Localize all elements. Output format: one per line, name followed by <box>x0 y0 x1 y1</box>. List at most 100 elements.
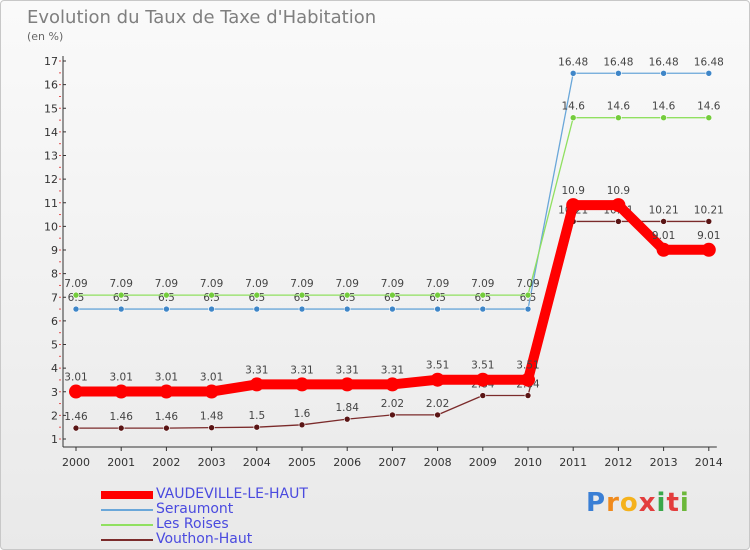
data-point <box>434 305 441 313</box>
data-label: 10.21 <box>694 204 724 216</box>
data-label: 14.6 <box>562 101 586 113</box>
data-point <box>249 377 264 392</box>
data-label: 16.48 <box>694 56 724 68</box>
legend-swatch <box>101 509 153 511</box>
series-vaudeville-le-haut: 3.01 3.01 3.01 3.01 3.31 3.31 3.31 3.31 3.51 3.51… <box>64 185 720 399</box>
x-tick-label: 2002 <box>152 456 180 469</box>
data-point <box>343 291 351 299</box>
data-label: 16.48 <box>558 56 588 68</box>
data-point <box>298 421 306 429</box>
data-point <box>389 305 396 313</box>
data-point <box>72 424 80 432</box>
data-point <box>163 424 170 432</box>
x-tick-label: 2006 <box>333 456 361 469</box>
data-point <box>253 291 261 299</box>
data-label: 3.31 <box>381 364 404 376</box>
unit-label: (en %) <box>27 30 64 43</box>
data-point <box>615 218 622 225</box>
y-tick-label: 16 <box>44 79 58 92</box>
legend-swatch <box>101 539 153 541</box>
data-point <box>705 218 713 225</box>
data-point <box>656 242 671 257</box>
logo-letter: P <box>586 488 607 518</box>
x-tick-label: 2010 <box>514 456 542 469</box>
data-label: 1.48 <box>200 411 223 423</box>
legend-label: Les Roises <box>156 516 229 532</box>
data-point <box>615 69 622 77</box>
data-label: 3.31 <box>336 364 359 376</box>
x-tick-label: 2008 <box>424 456 452 469</box>
x-tick-label: 2013 <box>650 456 678 469</box>
x-tick-label: 2012 <box>604 456 632 469</box>
legend-swatch <box>101 524 153 526</box>
data-point <box>253 305 261 313</box>
data-label: 7.09 <box>516 278 539 290</box>
data-label: 1.46 <box>64 411 88 423</box>
data-point <box>524 392 532 399</box>
data-point <box>340 377 355 392</box>
data-point <box>705 69 713 77</box>
y-tick-label: 9 <box>51 244 58 257</box>
data-label: 3.01 <box>110 372 133 384</box>
x-tick-label: 2011 <box>559 456 587 469</box>
data-label: 1.5 <box>248 410 265 422</box>
y-tick-label: 4 <box>51 362 58 375</box>
logo-letter: o <box>619 488 639 518</box>
data-label: 10.9 <box>562 185 585 197</box>
x-tick-label: 2003 <box>198 456 226 469</box>
legend-label: VAUDEVILLE-LE-HAUT <box>156 486 308 502</box>
y-tick-label: 5 <box>51 339 58 352</box>
data-point <box>117 424 125 432</box>
data-point <box>524 305 532 313</box>
data-label: 7.09 <box>245 278 268 290</box>
data-label: 14.6 <box>697 101 721 113</box>
data-label: 14.6 <box>607 101 631 113</box>
logo-letter: t <box>666 488 680 518</box>
data-label: 3.31 <box>290 364 313 376</box>
data-label: 2.02 <box>381 398 404 410</box>
data-label: 7.09 <box>200 278 223 290</box>
data-label: 3.51 <box>426 360 449 372</box>
data-label: 1.46 <box>110 411 134 423</box>
data-point <box>163 291 170 299</box>
data-point <box>434 411 441 419</box>
data-point <box>430 372 445 387</box>
data-point <box>204 384 219 399</box>
x-tick-label: 2004 <box>243 456 271 469</box>
data-label: 2.02 <box>426 398 449 410</box>
data-point <box>343 305 351 313</box>
data-label: 10.9 <box>607 185 630 197</box>
data-point <box>72 305 80 313</box>
data-point <box>660 114 667 121</box>
data-point <box>660 69 667 77</box>
data-label: 1.84 <box>336 402 360 414</box>
x-tick-label: 2007 <box>378 456 406 469</box>
x-tick-label: 2005 <box>288 456 316 469</box>
data-label: 3.01 <box>155 372 178 384</box>
y-tick-label: 1 <box>51 433 58 446</box>
data-point <box>479 305 487 313</box>
data-point <box>253 423 261 431</box>
y-tick-label: 3 <box>51 386 58 399</box>
chart-title: Evolution du Taux de Taxe d'Habitation <box>27 7 377 28</box>
data-point <box>701 242 716 257</box>
y-tick-label: 11 <box>44 197 58 210</box>
series-les-roises: 7.09 7.09 7.09 7.09 7.09 7.09 7.09 7.09 7.09 7.09… <box>64 101 721 299</box>
data-point <box>208 291 215 299</box>
data-point <box>566 198 581 213</box>
y-tick-label: 10 <box>44 220 58 233</box>
data-point <box>114 384 129 399</box>
data-point <box>479 291 487 299</box>
data-label: 9.01 <box>697 230 720 242</box>
data-label: 7.09 <box>64 278 87 290</box>
data-point <box>569 114 577 121</box>
legend-label: Vouthon-Haut <box>156 531 253 547</box>
data-label: 16.48 <box>649 56 679 68</box>
x-tick-label: 2000 <box>62 456 90 469</box>
y-tick-label: 8 <box>51 268 58 281</box>
data-point <box>295 377 309 392</box>
data-label: 3.31 <box>245 364 268 376</box>
data-point <box>163 305 170 313</box>
data-label: 7.09 <box>471 278 494 290</box>
y-tick-label: 17 <box>44 55 58 68</box>
